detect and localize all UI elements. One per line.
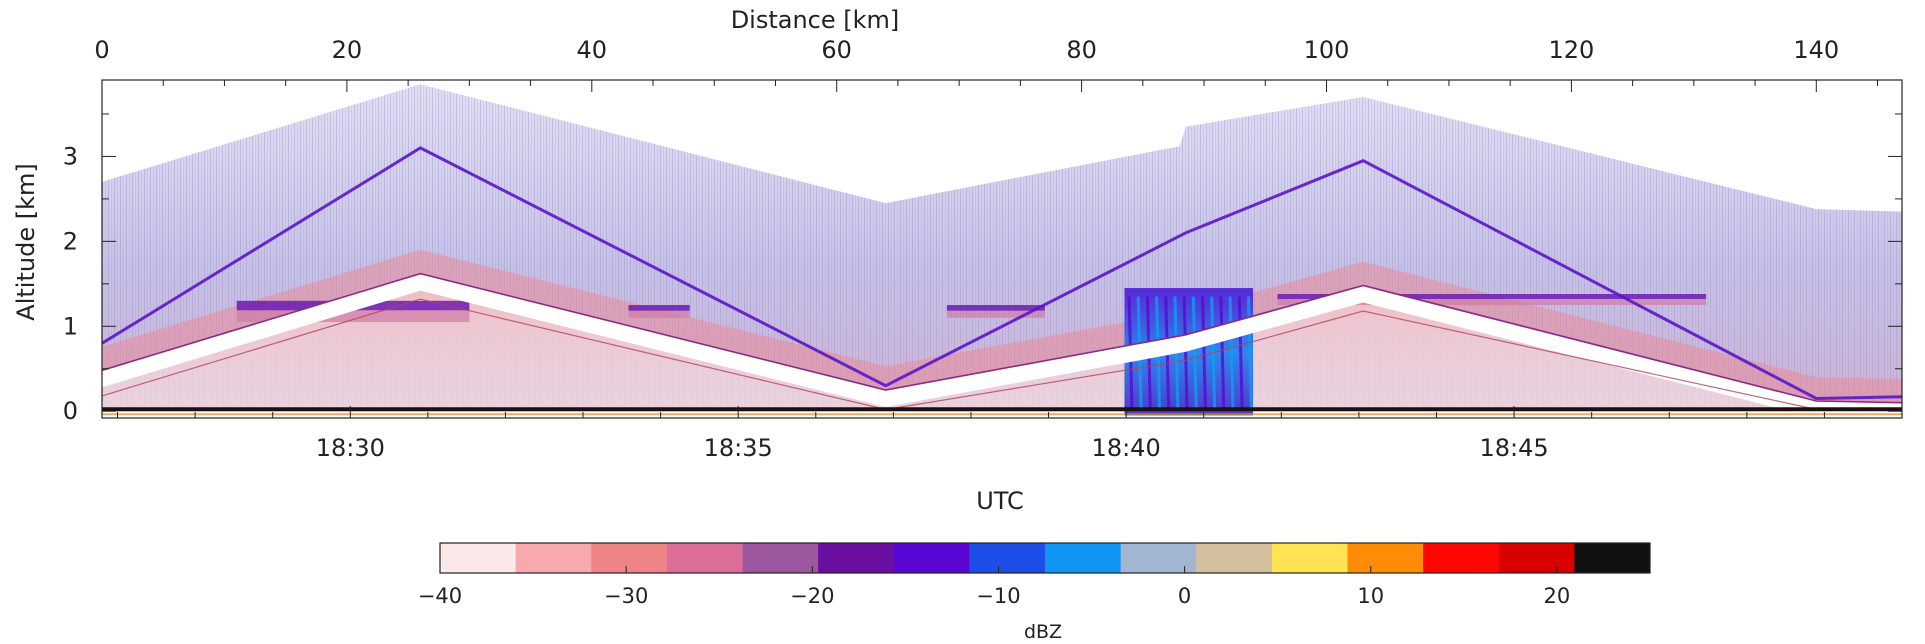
time-tick-label-18:45: 18:45 <box>1479 434 1548 462</box>
top-tick-label-140: 140 <box>1793 36 1839 64</box>
colorbar-tick-label-20: 20 <box>1544 584 1571 608</box>
time-tick-label-18:40: 18:40 <box>1092 434 1161 462</box>
top-tick-label-20: 20 <box>332 36 363 64</box>
colorbar-tick-label-0: 0 <box>1178 584 1191 608</box>
colorbar-tick-label-10: 10 <box>1357 584 1384 608</box>
colorbar-bin-12 <box>1347 543 1424 573</box>
top-axis-title: Distance [km] <box>731 6 900 34</box>
colorbar-tick-label--40: −40 <box>418 584 462 608</box>
time-tick-label-18:30: 18:30 <box>316 434 385 462</box>
cloud-layer-base-3 <box>1277 298 1707 306</box>
time-tick-label-18:35: 18:35 <box>704 434 773 462</box>
radar-echo-layers <box>101 84 1903 420</box>
cloud-layer-top-2 <box>946 305 1045 311</box>
colorbar-bin-5 <box>818 543 895 573</box>
core-streak-12 <box>1237 296 1244 412</box>
near-aircraft-echo-band <box>102 249 1902 403</box>
top-tick-label-80: 80 <box>1066 36 1097 64</box>
y-tick-label-1: 1 <box>63 312 78 340</box>
core-streak-11 <box>1228 296 1235 412</box>
colorbar-bin-1 <box>515 543 592 573</box>
colorbar-bin-10 <box>1196 543 1273 573</box>
plot-frame <box>101 79 1903 419</box>
axes: 0 20 40 60 80 100 120 140 18:30 18:35 18:40 18:45 0 1… <box>63 36 1903 462</box>
core-streak-10 <box>1219 296 1226 412</box>
core-streak-8 <box>1201 296 1208 412</box>
surface-echo-trace <box>101 146 1903 401</box>
colorbar-bin-3 <box>666 543 743 573</box>
core-streak-5 <box>1173 296 1180 412</box>
cloud-layer-base-0 <box>236 310 470 323</box>
colorbar-bin-7 <box>969 543 1046 573</box>
cloud-layer-top-3 <box>1277 294 1707 299</box>
cloud-layer-base-2 <box>946 310 1045 318</box>
x-axis-title: UTC <box>976 487 1024 515</box>
colorbar-bin-0 <box>440 543 517 573</box>
y-axis-title: Altitude [km] <box>12 163 40 320</box>
colorbar-title: dBZ <box>1024 621 1062 643</box>
colorbar-tick-label--30: −30 <box>604 584 648 608</box>
colorbar-bin-9 <box>1120 543 1197 573</box>
y-tick-label-3: 3 <box>63 142 78 170</box>
top-tick-label-40: 40 <box>577 36 608 64</box>
colorbar-bin-6 <box>893 543 970 573</box>
cloud-layer-base-1 <box>628 310 690 318</box>
dbz-colorbar: −40 −30 −20 −10 0 10 20 <box>418 542 1651 608</box>
colorbar-tick-label--10: −10 <box>976 584 1020 608</box>
top-tick-label-120: 120 <box>1548 36 1594 64</box>
y-tick-label-2: 2 <box>63 227 78 255</box>
colorbar-bin-4 <box>742 543 819 573</box>
colorbar-bin-13 <box>1423 543 1500 573</box>
colorbar-bin-8 <box>1045 543 1122 573</box>
top-tick-label-100: 100 <box>1304 36 1350 64</box>
top-tick-label-0: 0 <box>94 36 109 64</box>
blind-zone-edge <box>101 272 1903 404</box>
core-streak-9 <box>1210 296 1217 412</box>
colorbar-bin-15 <box>1574 543 1651 573</box>
core-streak-7 <box>1191 296 1198 412</box>
colorbar-frame <box>439 542 1651 574</box>
colorbar-bin-14 <box>1498 543 1575 573</box>
top-tick-label-60: 60 <box>821 36 852 64</box>
colorbar-bin-11 <box>1271 543 1348 573</box>
y-tick-label-0: 0 <box>63 397 78 425</box>
colorbar-bin-2 <box>591 543 668 573</box>
core-streak-6 <box>1182 296 1189 412</box>
colorbar-tick-label--20: −20 <box>790 584 834 608</box>
cloud-layer-top-1 <box>628 305 690 311</box>
blind-zone <box>102 273 1902 420</box>
core-streak-13 <box>1246 296 1253 412</box>
